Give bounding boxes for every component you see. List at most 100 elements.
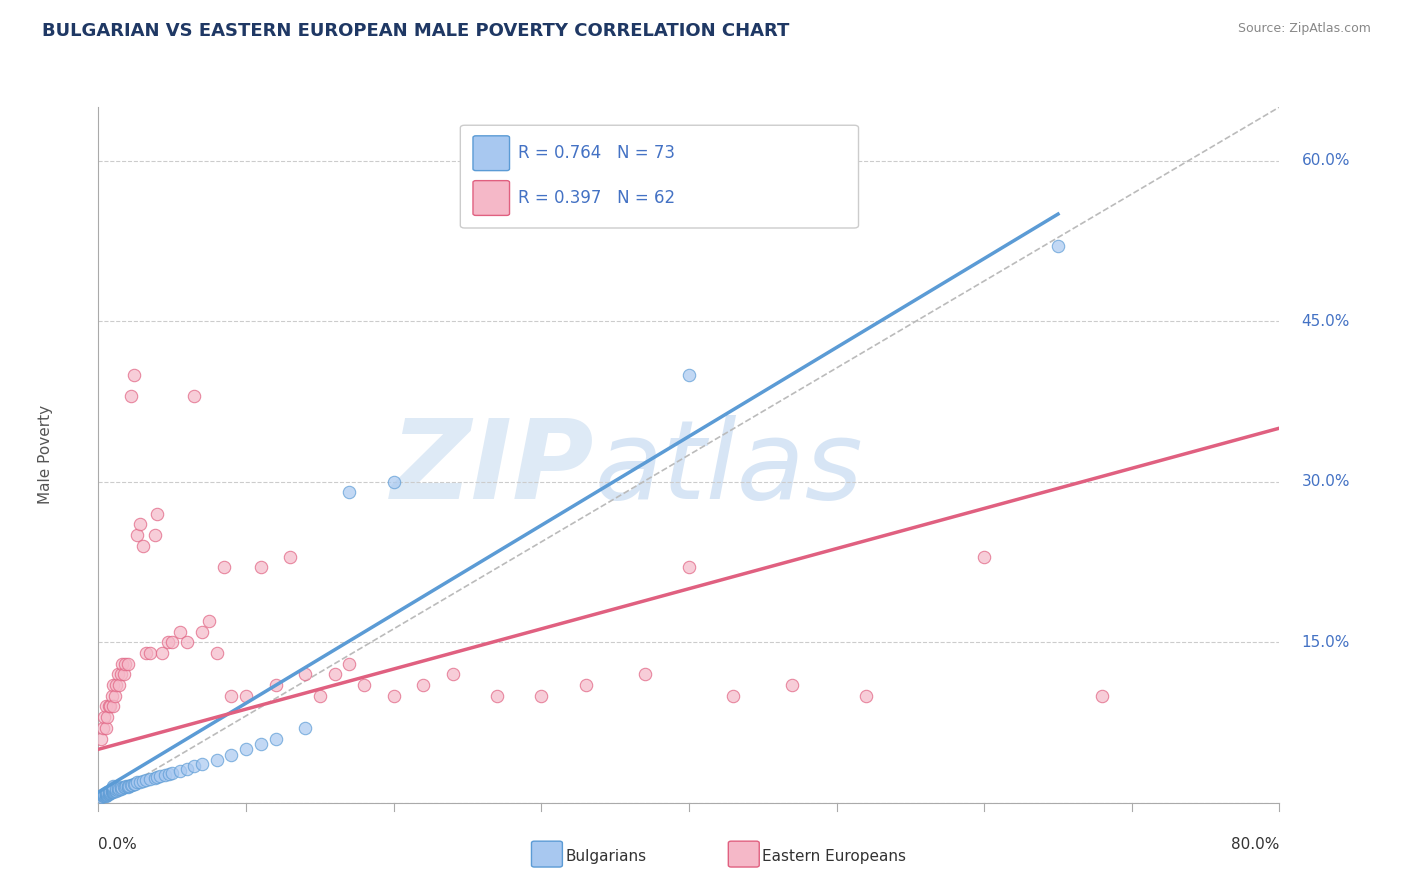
Text: Male Poverty: Male Poverty [38, 405, 53, 505]
Point [294, 721, 316, 735]
Point [353, 678, 375, 692]
Text: Source: ZipAtlas.com: Source: ZipAtlas.com [1237, 22, 1371, 36]
Point [97, 699, 120, 714]
Text: 0.0%: 0.0% [98, 837, 138, 852]
Point [98, 786, 121, 800]
Point [219, 747, 242, 762]
Point [97, 786, 120, 800]
Point [235, 689, 257, 703]
Point [96, 785, 118, 799]
Point [103, 678, 125, 692]
Point [153, 768, 176, 782]
Point [176, 762, 198, 776]
Point [90, 790, 112, 805]
Point [125, 528, 148, 542]
Point [100, 785, 122, 799]
Point [94, 787, 117, 801]
Point [530, 689, 553, 703]
Point [855, 689, 877, 703]
Point [212, 560, 235, 574]
Point [782, 678, 804, 692]
Point [264, 731, 287, 746]
Point [122, 368, 145, 382]
Point [486, 689, 509, 703]
Point [107, 783, 129, 797]
Point [115, 779, 138, 793]
Point [94, 789, 117, 804]
Point [91, 721, 114, 735]
Point [678, 560, 700, 574]
Point [100, 689, 122, 703]
Point [169, 624, 191, 639]
Point [721, 689, 744, 703]
Point [103, 785, 125, 799]
Point [323, 667, 346, 681]
Point [103, 783, 125, 797]
Point [146, 507, 169, 521]
Point [205, 646, 228, 660]
Point [91, 789, 114, 804]
Point [128, 517, 150, 532]
Point [139, 646, 162, 660]
Point [110, 781, 132, 796]
Point [574, 678, 596, 692]
Text: atlas: atlas [595, 416, 863, 523]
Point [97, 787, 120, 801]
Point [120, 389, 142, 403]
Point [146, 770, 169, 784]
Point [382, 689, 405, 703]
Point [98, 699, 121, 714]
Point [441, 667, 464, 681]
Point [235, 742, 257, 756]
Point [198, 614, 221, 628]
Point [125, 775, 148, 789]
Text: 30.0%: 30.0% [1302, 475, 1350, 489]
Point [135, 773, 157, 788]
Text: 45.0%: 45.0% [1302, 314, 1350, 328]
Point [111, 780, 134, 795]
Point [250, 737, 273, 751]
Point [107, 780, 129, 795]
Point [143, 528, 166, 542]
Point [98, 784, 121, 798]
Point [96, 789, 118, 803]
Point [219, 689, 242, 703]
Point [103, 699, 125, 714]
Point [93, 710, 115, 724]
Point [162, 635, 183, 649]
Point [633, 667, 655, 681]
Text: R = 0.397   N = 62: R = 0.397 N = 62 [517, 189, 675, 207]
Point [105, 678, 128, 692]
Text: 60.0%: 60.0% [1302, 153, 1350, 168]
Point [128, 775, 150, 789]
Point [135, 646, 157, 660]
Point [93, 787, 115, 801]
Point [108, 678, 131, 692]
Point [94, 789, 117, 803]
Point [412, 678, 434, 692]
Point [183, 759, 205, 773]
Text: Eastern Europeans: Eastern Europeans [762, 849, 905, 863]
Point [149, 769, 172, 783]
Point [139, 772, 162, 787]
Point [162, 765, 183, 780]
Point [100, 784, 122, 798]
Text: BULGARIAN VS EASTERN EUROPEAN MALE POVERTY CORRELATION CHART: BULGARIAN VS EASTERN EUROPEAN MALE POVER… [42, 22, 790, 40]
Point [132, 774, 155, 789]
Point [96, 786, 118, 800]
Point [309, 689, 332, 703]
Point [132, 539, 155, 553]
Point [191, 624, 214, 639]
Point [122, 776, 145, 790]
Point [294, 667, 316, 681]
Point [157, 767, 180, 781]
Point [110, 667, 132, 681]
Point [278, 549, 302, 564]
Point [103, 781, 125, 796]
Point [205, 753, 228, 767]
Point [105, 784, 128, 798]
Point [117, 657, 139, 671]
Point [124, 776, 146, 790]
Point [191, 757, 214, 772]
Point [382, 475, 405, 489]
